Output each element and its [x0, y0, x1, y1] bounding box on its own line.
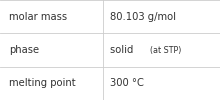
Text: phase: phase	[9, 45, 39, 55]
Text: solid: solid	[110, 45, 140, 55]
Text: (at STP): (at STP)	[150, 46, 181, 54]
Text: melting point: melting point	[9, 78, 75, 88]
Text: 80.103 g/mol: 80.103 g/mol	[110, 12, 176, 22]
Text: molar mass: molar mass	[9, 12, 67, 22]
Text: 300 °C: 300 °C	[110, 78, 144, 88]
